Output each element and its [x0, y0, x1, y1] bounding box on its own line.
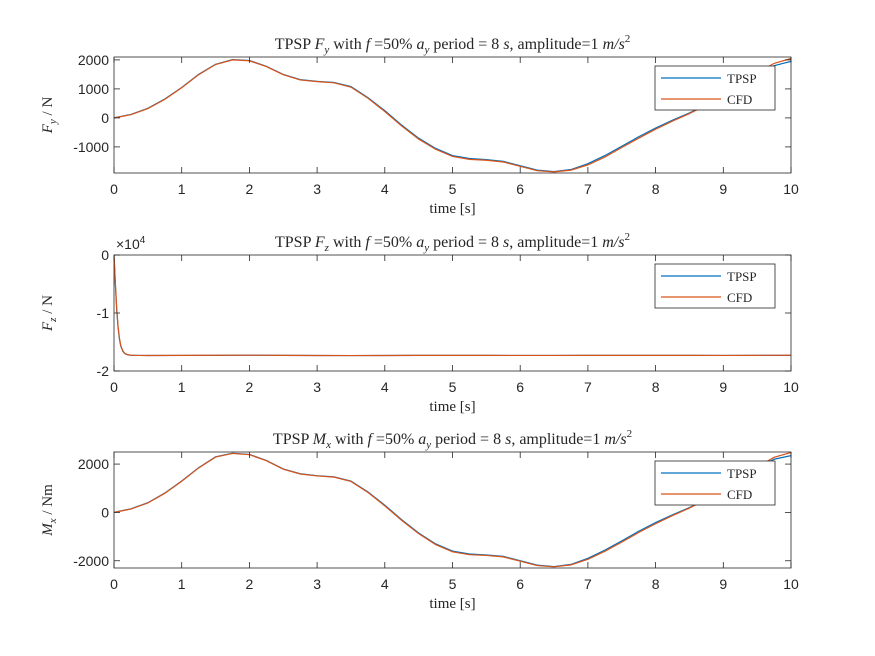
legend-box — [654, 460, 776, 506]
y-axis-label: Mx / Nm — [40, 484, 59, 537]
x-tick-label: 2 — [246, 576, 254, 592]
x-tick-label: 1 — [178, 576, 186, 592]
x-tick-label: 1 — [178, 379, 186, 395]
legend-label-tpsp: TPSP — [727, 71, 757, 86]
y-tick-label: 2000 — [78, 456, 109, 472]
chart-title: TPSP Fy with f =50% ay period = 8 s, amp… — [275, 33, 631, 56]
x-tick-label: 5 — [449, 576, 457, 592]
x-tick-label: 6 — [516, 379, 524, 395]
x-tick-label: 10 — [783, 181, 799, 197]
subplot-2: 0 1 2 3 4 5 6 7 8 9 10 -2 -1 0 ×104 TPSP Fz with f =50%… — [40, 231, 799, 415]
y-tick-label: -2 — [97, 363, 110, 379]
legend-label-cfd: CFD — [727, 290, 752, 305]
x-tick-label: 0 — [110, 576, 118, 592]
x-tick-label: 3 — [313, 379, 321, 395]
x-tick-label: 5 — [449, 379, 457, 395]
x-tick-label: 4 — [381, 379, 389, 395]
x-tick-label: 8 — [652, 576, 660, 592]
y-tick-label: 0 — [101, 247, 109, 263]
x-tick-label: 10 — [783, 576, 799, 592]
series-line-cfd — [114, 57, 791, 173]
y-exponent-label: ×104 — [116, 235, 146, 252]
x-tick-label: 6 — [516, 181, 524, 197]
x-tick-label: 1 — [178, 181, 186, 197]
x-tick-label: 3 — [313, 576, 321, 592]
y-axis-label: Fz / N — [40, 295, 59, 332]
y-axis-label: Fy / N — [40, 97, 59, 135]
legend-box — [654, 263, 776, 309]
x-tick-label: 8 — [652, 181, 660, 197]
chart-title: TPSP Mx with f =50% ay period = 8 s, amp… — [273, 428, 632, 451]
legend-label-cfd: CFD — [727, 487, 752, 502]
legend: TPSP CFD — [654, 460, 776, 506]
x-tick-label: 2 — [246, 181, 254, 197]
y-tick-label: 2000 — [78, 52, 109, 68]
x-axis-label: time [s] — [429, 399, 475, 415]
x-tick-label: 9 — [719, 181, 727, 197]
legend-label-tpsp: TPSP — [727, 269, 757, 284]
x-axis-label: time [s] — [429, 596, 475, 612]
subplot-1: 0 1 2 3 4 5 6 7 8 9 10 -1000 0 1000 2000 TPSP Fy with f… — [40, 33, 799, 217]
y-tick-label: -2000 — [73, 553, 109, 569]
legend-box — [654, 65, 776, 111]
legend-label-cfd: CFD — [727, 92, 752, 107]
y-tick-label: 0 — [101, 110, 109, 126]
x-tick-label: 7 — [584, 576, 592, 592]
series-line-cfd — [114, 452, 791, 568]
x-tick-label: 0 — [110, 379, 118, 395]
x-tick-label: 4 — [381, 181, 389, 197]
x-tick-label: 7 — [584, 379, 592, 395]
chart-title: TPSP Fz with f =50% ay period = 8 s, amp… — [275, 231, 630, 254]
x-tick-label: 5 — [449, 181, 457, 197]
x-axis-label: time [s] — [429, 201, 475, 217]
x-tick-label: 2 — [246, 379, 254, 395]
legend-label-tpsp: TPSP — [727, 466, 757, 481]
x-tick-label: 8 — [652, 379, 660, 395]
legend: TPSP CFD — [654, 65, 776, 111]
series-line-cfd — [114, 255, 791, 357]
y-tick-label: 1000 — [78, 81, 109, 97]
x-tick-label: 9 — [719, 576, 727, 592]
x-tick-label: 3 — [313, 181, 321, 197]
y-tick-label: 0 — [101, 504, 109, 520]
x-tick-label: 4 — [381, 576, 389, 592]
x-tick-label: 10 — [783, 379, 799, 395]
y-tick-label: -1000 — [73, 139, 109, 155]
y-tick-label: -1 — [97, 305, 110, 321]
x-tick-label: 9 — [719, 379, 727, 395]
legend: TPSP CFD — [654, 263, 776, 309]
x-tick-label: 0 — [110, 181, 118, 197]
x-tick-label: 6 — [516, 576, 524, 592]
x-tick-label: 7 — [584, 181, 592, 197]
